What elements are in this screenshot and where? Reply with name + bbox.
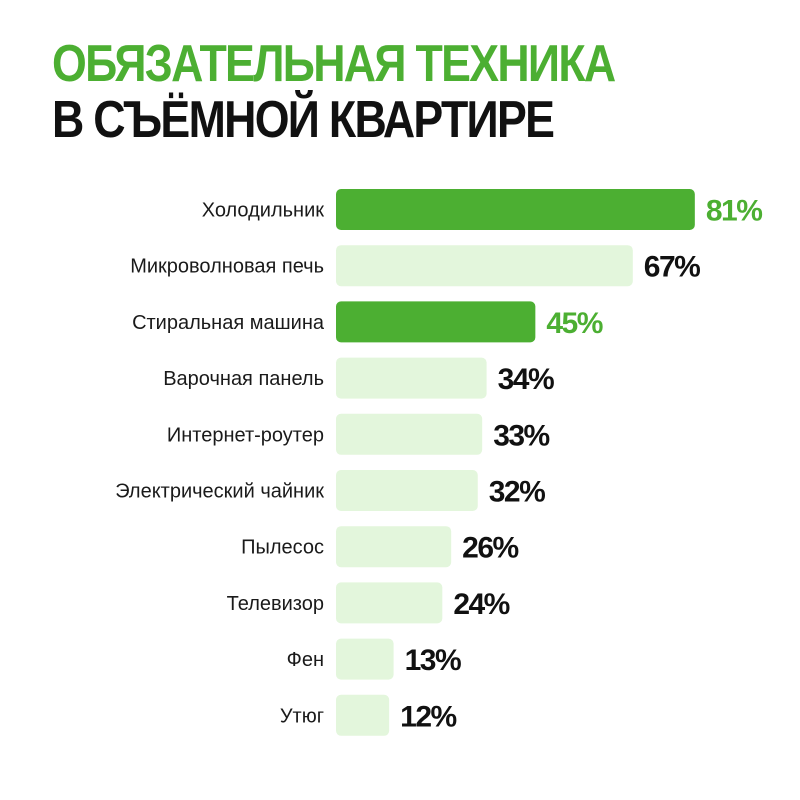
value-label: 45% [546,307,602,340]
bar-5 [336,413,483,455]
bar-6 [336,470,478,511]
category-label: Электрический чайник [115,481,324,503]
category-label: Пылесос [241,537,324,559]
value-label: 34% [498,363,554,396]
category-label: Холодильник [202,200,325,222]
category-label: Фен [287,649,324,671]
value-label: 13% [405,644,461,677]
bar-8 [336,582,443,624]
value-label: 67% [644,251,700,284]
category-label: Варочная панель [163,368,324,390]
bar-10 [336,694,390,736]
value-label: 24% [453,588,509,621]
value-label: 12% [400,700,456,733]
value-label: 33% [493,419,549,452]
category-label: Телевизор [227,593,324,615]
bar-4 [336,357,487,399]
bar-3 [336,301,536,343]
title-line-1: ОБЯЗАТЕЛЬНАЯ ТЕХНИКА [52,35,616,93]
title-line-2: В СЪЁМНОЙ КВАРТИРЕ [52,91,555,149]
bar-2 [336,245,633,287]
chart-title: ОБЯЗАТЕЛЬНАЯ ТЕХНИКА В СЪЁМНОЙ КВАРТИРЕ [52,36,706,148]
value-label: 81% [706,195,762,228]
bar-1 [336,189,695,230]
category-label: Утюг [280,705,324,727]
value-label: 26% [462,532,518,565]
bar-7 [336,526,452,568]
category-label: Микроволновая печь [130,256,324,278]
bar-9 [336,638,394,680]
category-label: Интернет-роутер [167,424,324,446]
category-label: Стиральная машина [132,312,325,334]
value-label: 32% [489,476,545,509]
